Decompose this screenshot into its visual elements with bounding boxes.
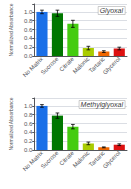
- svg-text:1.0: 1.0: [24, 103, 33, 109]
- svg-text:Tartaric: Tartaric: [87, 55, 106, 74]
- svg-text:0.6: 0.6: [24, 121, 33, 127]
- svg-text:0.0: 0.0: [24, 147, 33, 153]
- svg-text:Normalized Absorbance: Normalized Absorbance: [8, 3, 14, 56]
- svg-text:0.0: 0.0: [24, 53, 33, 59]
- svg-text:Citrate: Citrate: [58, 55, 75, 73]
- svg-text:Sucrose: Sucrose: [40, 55, 60, 75]
- svg-text:0.2: 0.2: [24, 138, 33, 144]
- svg-text:No Matrix: No Matrix: [22, 150, 44, 172]
- svg-text:Methylglyoxal: Methylglyoxal: [81, 101, 124, 109]
- svg-text:0.2: 0.2: [24, 44, 33, 50]
- svg-text:Glycerol: Glycerol: [102, 56, 122, 76]
- svg-text:Glycerol: Glycerol: [102, 150, 122, 170]
- svg-text:Glyoxal: Glyoxal: [100, 7, 124, 15]
- svg-text:Citrate: Citrate: [58, 149, 75, 167]
- svg-text:Normalized Absorbance: Normalized Absorbance: [8, 97, 14, 150]
- svg-text:No Matrix: No Matrix: [22, 56, 44, 78]
- svg-text:Sucrose: Sucrose: [40, 149, 60, 169]
- svg-text:0.8: 0.8: [24, 18, 33, 24]
- svg-text:1.0: 1.0: [24, 9, 33, 15]
- svg-text:0.8: 0.8: [24, 112, 33, 118]
- svg-text:Malonic: Malonic: [72, 56, 91, 75]
- svg-text:Malonic: Malonic: [72, 150, 91, 169]
- svg-text:0.6: 0.6: [24, 27, 33, 33]
- svg-text:0.4: 0.4: [24, 129, 33, 135]
- svg-text:Tartaric: Tartaric: [87, 149, 106, 168]
- svg-text:0.4: 0.4: [24, 35, 33, 41]
